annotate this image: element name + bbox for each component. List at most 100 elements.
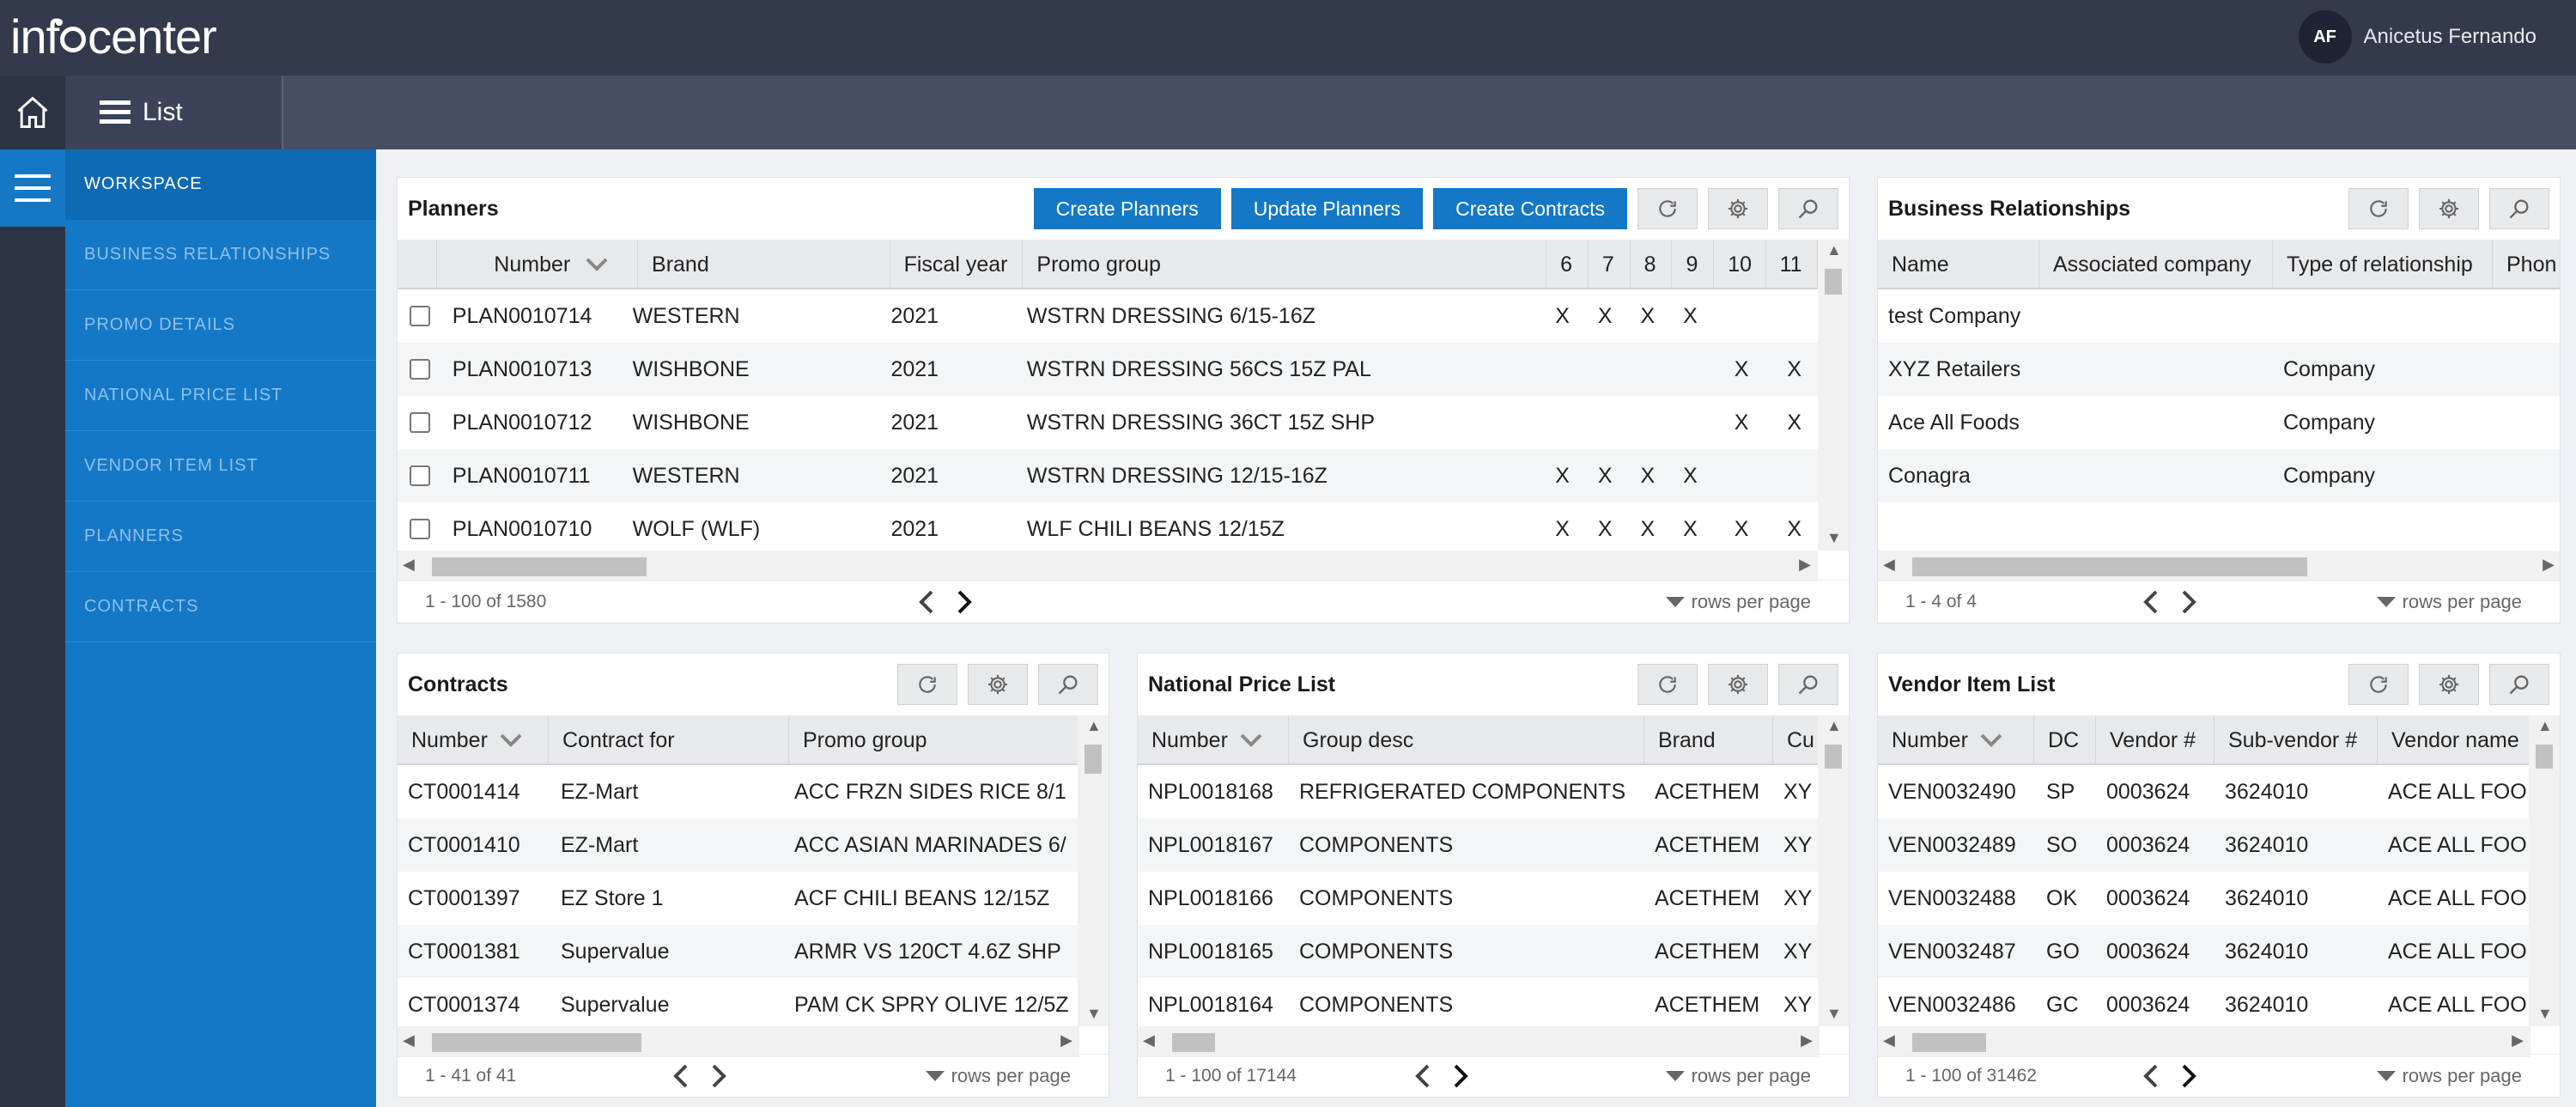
rows-per-page-select[interactable]: rows per page — [2376, 1055, 2522, 1098]
scroll-thumb[interactable] — [1084, 745, 1102, 774]
scroll-down-icon[interactable]: ▼ — [1086, 1005, 1102, 1022]
prev-page-icon[interactable] — [672, 1064, 690, 1088]
refresh-button[interactable] — [2348, 188, 2409, 229]
settings-button[interactable] — [2419, 188, 2479, 229]
sidebar-item-national-price-list[interactable]: NATIONAL PRICE LIST — [65, 361, 376, 431]
table-row[interactable]: NPL0018164 COMPONENTS ACETHEM XY — [1138, 978, 1820, 1031]
column-header-number[interactable]: Number — [1878, 715, 2034, 765]
prev-page-icon[interactable] — [2142, 1064, 2160, 1088]
column-header-promo-group[interactable]: Promo group — [1023, 240, 1547, 289]
scroll-up-icon[interactable]: ▲ — [2537, 717, 2553, 734]
table-row[interactable]: CT0001374 Supervalue PAM CK SPRY OLIVE 1… — [398, 978, 1079, 1031]
create-contracts-button[interactable]: Create Contracts — [1433, 188, 1627, 229]
horizontal-scrollbar[interactable]: ◀ ▶ — [1878, 1026, 2530, 1057]
table-row[interactable]: NPL0018166 COMPONENTS ACETHEM XY — [1138, 872, 1820, 925]
column-header-week-6[interactable]: 6 — [1546, 240, 1589, 289]
column-header-brand[interactable]: Brand — [638, 240, 890, 289]
column-header-group-desc[interactable]: Group desc — [1289, 715, 1644, 765]
column-header-promo-group[interactable]: Promo group — [803, 727, 927, 752]
scroll-thumb[interactable] — [1172, 1033, 1215, 1052]
column-header-type-of-relationship[interactable]: Type of relationship — [2273, 240, 2493, 289]
scroll-up-icon[interactable]: ▲ — [1826, 717, 1842, 734]
column-header-dc[interactable]: DC — [2034, 715, 2096, 765]
rows-per-page-select[interactable]: rows per page — [2376, 581, 2522, 623]
column-header-phone[interactable]: Phon — [2506, 252, 2557, 277]
column-header-associated-company[interactable]: Associated company — [2039, 240, 2273, 289]
refresh-button[interactable] — [1637, 188, 1698, 229]
horizontal-scrollbar[interactable]: ◀ ▶ — [398, 550, 1818, 581]
scroll-left-icon[interactable]: ◀ — [403, 556, 415, 573]
column-header-fiscal-year[interactable]: Fiscal year — [890, 240, 1024, 289]
table-row[interactable]: VEN0032488 OK 0003624 3624010 ACE ALL FO… — [1878, 872, 2530, 925]
horizontal-scrollbar[interactable]: ◀ ▶ — [1878, 550, 2560, 581]
settings-button[interactable] — [968, 664, 1028, 705]
sidebar-item-business-relationships[interactable]: BUSINESS RELATIONSHIPS — [65, 220, 376, 290]
table-row[interactable]: PLAN0010711 WESTERN 2021 WSTRN DRESSING … — [398, 449, 1818, 502]
rows-per-page-select[interactable]: rows per page — [1665, 1055, 1811, 1098]
scroll-thumb[interactable] — [1825, 269, 1842, 295]
row-checkbox[interactable] — [410, 306, 430, 326]
search-button[interactable] — [1778, 664, 1838, 705]
scroll-left-icon[interactable]: ◀ — [1883, 1031, 1895, 1049]
prev-page-icon[interactable] — [1414, 1064, 1431, 1088]
rows-per-page-select[interactable]: rows per page — [925, 1055, 1071, 1098]
table-row[interactable]: NPL0018168 REFRIGERATED COMPONENTS ACETH… — [1138, 765, 1820, 818]
table-row[interactable]: CT0001397 EZ Store 1 ACF CHILI BEANS 12/… — [398, 872, 1079, 925]
sidebar-item-contracts[interactable]: CONTRACTS — [65, 572, 376, 642]
search-button[interactable] — [1038, 664, 1098, 705]
scroll-thumb[interactable] — [1825, 745, 1842, 769]
user-menu[interactable]: AF Anicetus Fernando — [2298, 10, 2537, 64]
scroll-right-icon[interactable]: ▶ — [1060, 1031, 1072, 1049]
table-row[interactable]: CT0001414 EZ-Mart ACC FRZN SIDES RICE 8/… — [398, 765, 1079, 818]
column-header-number[interactable]: Number — [398, 715, 549, 765]
table-row[interactable]: VEN0032489 SO 0003624 3624010 ACE ALL FO… — [1878, 818, 2530, 872]
scroll-up-icon[interactable]: ▲ — [1086, 717, 1102, 734]
scroll-down-icon[interactable]: ▼ — [1826, 1005, 1842, 1022]
column-header-number[interactable]: Number — [437, 240, 639, 289]
table-row[interactable]: CT0001381 Supervalue ARMR VS 120CT 4.6Z … — [398, 925, 1079, 978]
column-header-name[interactable]: Name — [1878, 240, 2039, 289]
scroll-right-icon[interactable]: ▶ — [2543, 556, 2555, 573]
create-planners-button[interactable]: Create Planners — [1033, 188, 1221, 229]
vertical-scrollbar[interactable]: ▲ ▼ — [1818, 240, 1849, 550]
row-checkbox[interactable] — [410, 359, 430, 380]
refresh-button[interactable] — [2348, 664, 2409, 705]
table-row[interactable]: VEN0032487 GO 0003624 3624010 ACE ALL FO… — [1878, 925, 2530, 978]
table-row[interactable]: VEN0032486 GC 0003624 3624010 ACE ALL FO… — [1878, 978, 2530, 1031]
column-header-week-11[interactable]: 11 — [1766, 240, 1818, 289]
search-button[interactable] — [2489, 188, 2549, 229]
column-header-vendor-name[interactable]: Vendor name — [2391, 727, 2519, 752]
table-row[interactable]: NPL0018165 COMPONENTS ACETHEM XY — [1138, 925, 1820, 978]
scroll-left-icon[interactable]: ◀ — [403, 1031, 415, 1049]
search-button[interactable] — [2489, 664, 2549, 705]
vertical-scrollbar[interactable]: ▲ ▼ — [2529, 715, 2560, 1026]
table-row[interactable]: CT0001410 EZ-Mart ACC ASIAN MARINADES 6/ — [398, 818, 1079, 872]
refresh-button[interactable] — [1637, 664, 1698, 705]
scroll-thumb[interactable] — [432, 557, 647, 576]
table-row[interactable]: Ace All Foods Company — [1878, 396, 2560, 449]
table-row[interactable]: PLAN0010712 WISHBONE 2021 WSTRN DRESSING… — [398, 396, 1818, 449]
rows-per-page-select[interactable]: rows per page — [1665, 581, 1811, 623]
settings-button[interactable] — [2419, 664, 2479, 705]
scroll-right-icon[interactable]: ▶ — [2512, 1031, 2524, 1049]
next-page-icon[interactable] — [956, 590, 973, 614]
search-button[interactable] — [1778, 188, 1838, 229]
table-row[interactable]: PLAN0010710 WOLF (WLF) 2021 WLF CHILI BE… — [398, 502, 1818, 556]
scroll-right-icon[interactable]: ▶ — [1799, 556, 1811, 573]
scroll-left-icon[interactable]: ◀ — [1143, 1031, 1155, 1049]
column-header-contract-for[interactable]: Contract for — [549, 715, 789, 765]
scroll-down-icon[interactable]: ▼ — [1826, 529, 1842, 546]
home-button[interactable] — [0, 76, 65, 149]
table-row[interactable]: VEN0032490 SP 0003624 3624010 ACE ALL FO… — [1878, 765, 2530, 818]
sidebar-item-planners[interactable]: PLANNERS — [65, 502, 376, 572]
column-header-number[interactable]: Number — [1138, 715, 1289, 765]
row-checkbox[interactable] — [410, 465, 430, 486]
horizontal-scrollbar[interactable]: ◀ ▶ — [1138, 1026, 1820, 1057]
column-header-sub-vendor-number[interactable]: Sub-vendor # — [2215, 715, 2378, 765]
scroll-up-icon[interactable]: ▲ — [1826, 241, 1842, 259]
table-row[interactable]: PLAN0010714 WESTERN 2021 WSTRN DRESSING … — [398, 289, 1818, 343]
refresh-button[interactable] — [897, 664, 957, 705]
scroll-thumb[interactable] — [2536, 745, 2553, 769]
column-header-vendor-number[interactable]: Vendor # — [2096, 715, 2215, 765]
list-view-tab[interactable]: List — [65, 76, 283, 149]
